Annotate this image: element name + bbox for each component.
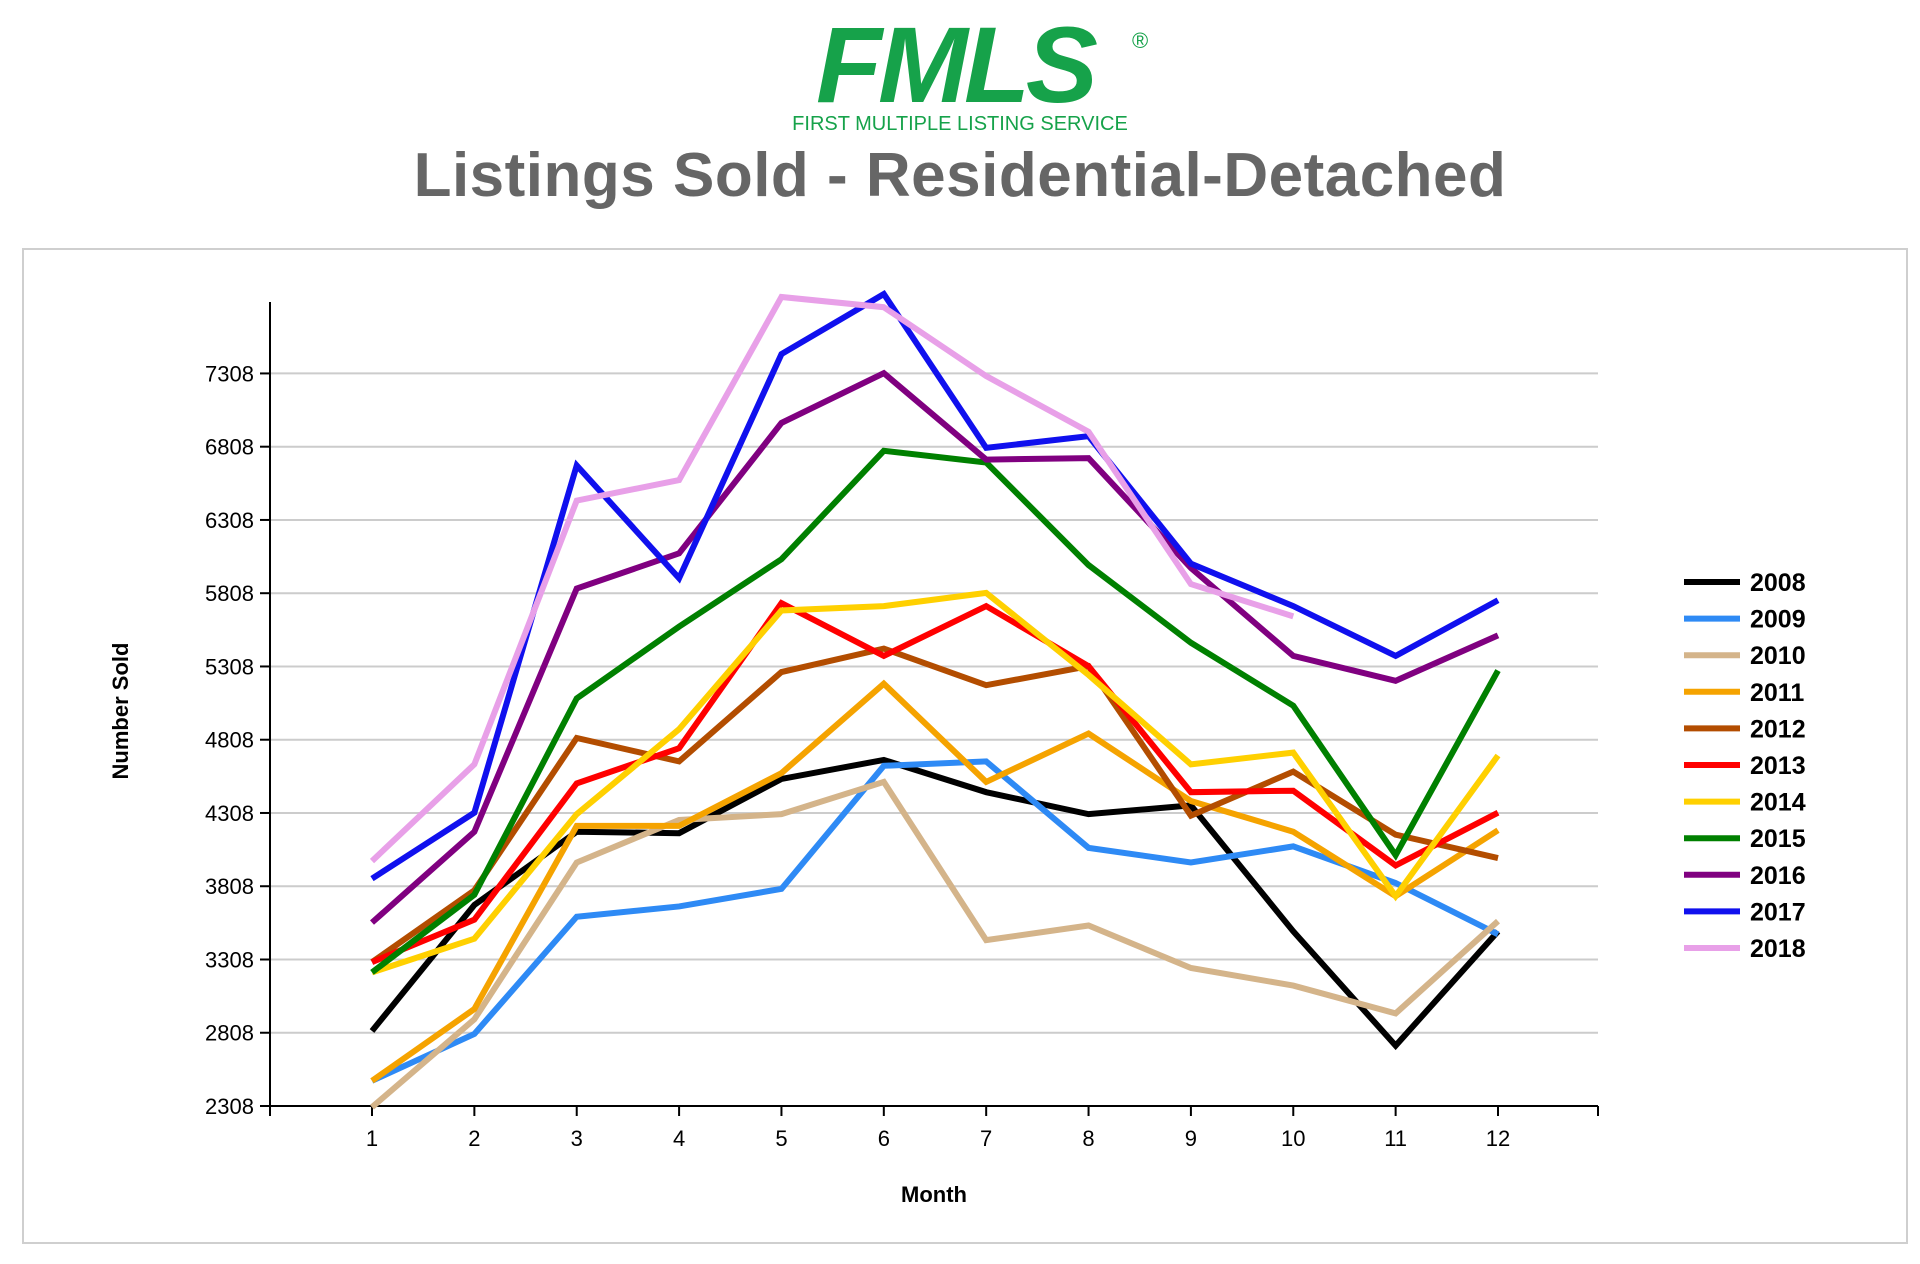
- x-tick-label: 3: [571, 1126, 583, 1151]
- series-line-2012: [370, 645, 1499, 965]
- y-tick-label: 7308: [205, 361, 254, 386]
- x-axis-label: Month: [901, 1182, 967, 1207]
- y-tick-label: 4808: [205, 728, 254, 753]
- chart-frame: 2308 2808 3308 3808 4308 4808 5308 5808 6308 6808…: [22, 248, 1908, 1244]
- x-tick-label: 4: [673, 1126, 685, 1151]
- y-tick-label: 5308: [205, 654, 254, 679]
- legend-label-2013: 2013: [1750, 752, 1806, 780]
- legend: 2008 2009 2010 2011 2012 2013 2014 2015 2016 2017…: [1684, 569, 1806, 963]
- x-tick-label: 6: [878, 1126, 890, 1151]
- x-tick-label: 9: [1185, 1126, 1197, 1151]
- legend-label-2009: 2009: [1750, 606, 1806, 634]
- series-line-2014: [371, 589, 1501, 976]
- axes: 2308 2808 3308 3808 4308 4808 5308 5808 6308 6808…: [205, 302, 1599, 1151]
- legend-label-2012: 2012: [1750, 715, 1806, 743]
- y-tick-label: 6308: [205, 508, 254, 533]
- series-line-2017: [370, 290, 1500, 882]
- legend-label-2017: 2017: [1750, 898, 1806, 926]
- legend-label-2016: 2016: [1750, 862, 1806, 890]
- series-line-2016: [370, 369, 1500, 925]
- x-tick-label: 11: [1384, 1126, 1407, 1151]
- gridlines: [270, 372, 1598, 1034]
- x-tick-label: 1: [366, 1126, 378, 1151]
- x-tick-label: 7: [980, 1126, 992, 1151]
- legend-label-2011: 2011: [1750, 679, 1804, 707]
- x-tick-label: 2: [468, 1126, 480, 1151]
- legend-label-2008: 2008: [1750, 569, 1806, 597]
- series-line-2015: [370, 447, 1501, 975]
- y-axis-label: Number Sold: [108, 643, 133, 780]
- series-line-2009: [370, 758, 1500, 1084]
- series-line-2010: [370, 778, 1501, 1110]
- chart-title: Listings Sold - Residential-Detached: [413, 141, 1507, 210]
- legend-label-2018: 2018: [1750, 935, 1806, 963]
- series-line-2013: [370, 599, 1500, 965]
- logo-wordmark: FMLS: [816, 10, 1097, 125]
- x-tick-label: 12: [1486, 1126, 1510, 1151]
- x-tick-label: 8: [1082, 1126, 1094, 1151]
- y-tick-label: 2808: [205, 1021, 254, 1046]
- y-tick-label: 2308: [205, 1094, 254, 1119]
- y-tick-label: 5808: [205, 581, 254, 606]
- y-tick-label: 3308: [205, 947, 254, 972]
- series-line-2008: [369, 756, 1501, 1051]
- series-line-2011: [370, 679, 1500, 1084]
- line-chart: 2308 2808 3308 3808 4308 4808 5308 5808 6308 6808…: [108, 290, 1806, 1207]
- legend-label-2015: 2015: [1750, 825, 1806, 853]
- legend-label-2014: 2014: [1750, 789, 1806, 817]
- y-tick-label: 4308: [205, 801, 254, 826]
- logo-tagline: FIRST MULTIPLE LISTING SERVICE: [792, 113, 1128, 135]
- fmls-logo: FMLS ® FIRST MULTIPLE LISTING SERVICE: [760, 4, 1160, 135]
- x-tick-label: 10: [1281, 1126, 1305, 1151]
- legend-label-2010: 2010: [1750, 642, 1806, 670]
- x-tick-label: 5: [775, 1126, 787, 1151]
- series-line-2018: [369, 293, 1295, 864]
- y-tick-label: 6808: [205, 435, 254, 460]
- registered-mark: ®: [1132, 28, 1148, 53]
- y-tick-label: 3808: [205, 874, 254, 899]
- series-lines: [369, 290, 1501, 1110]
